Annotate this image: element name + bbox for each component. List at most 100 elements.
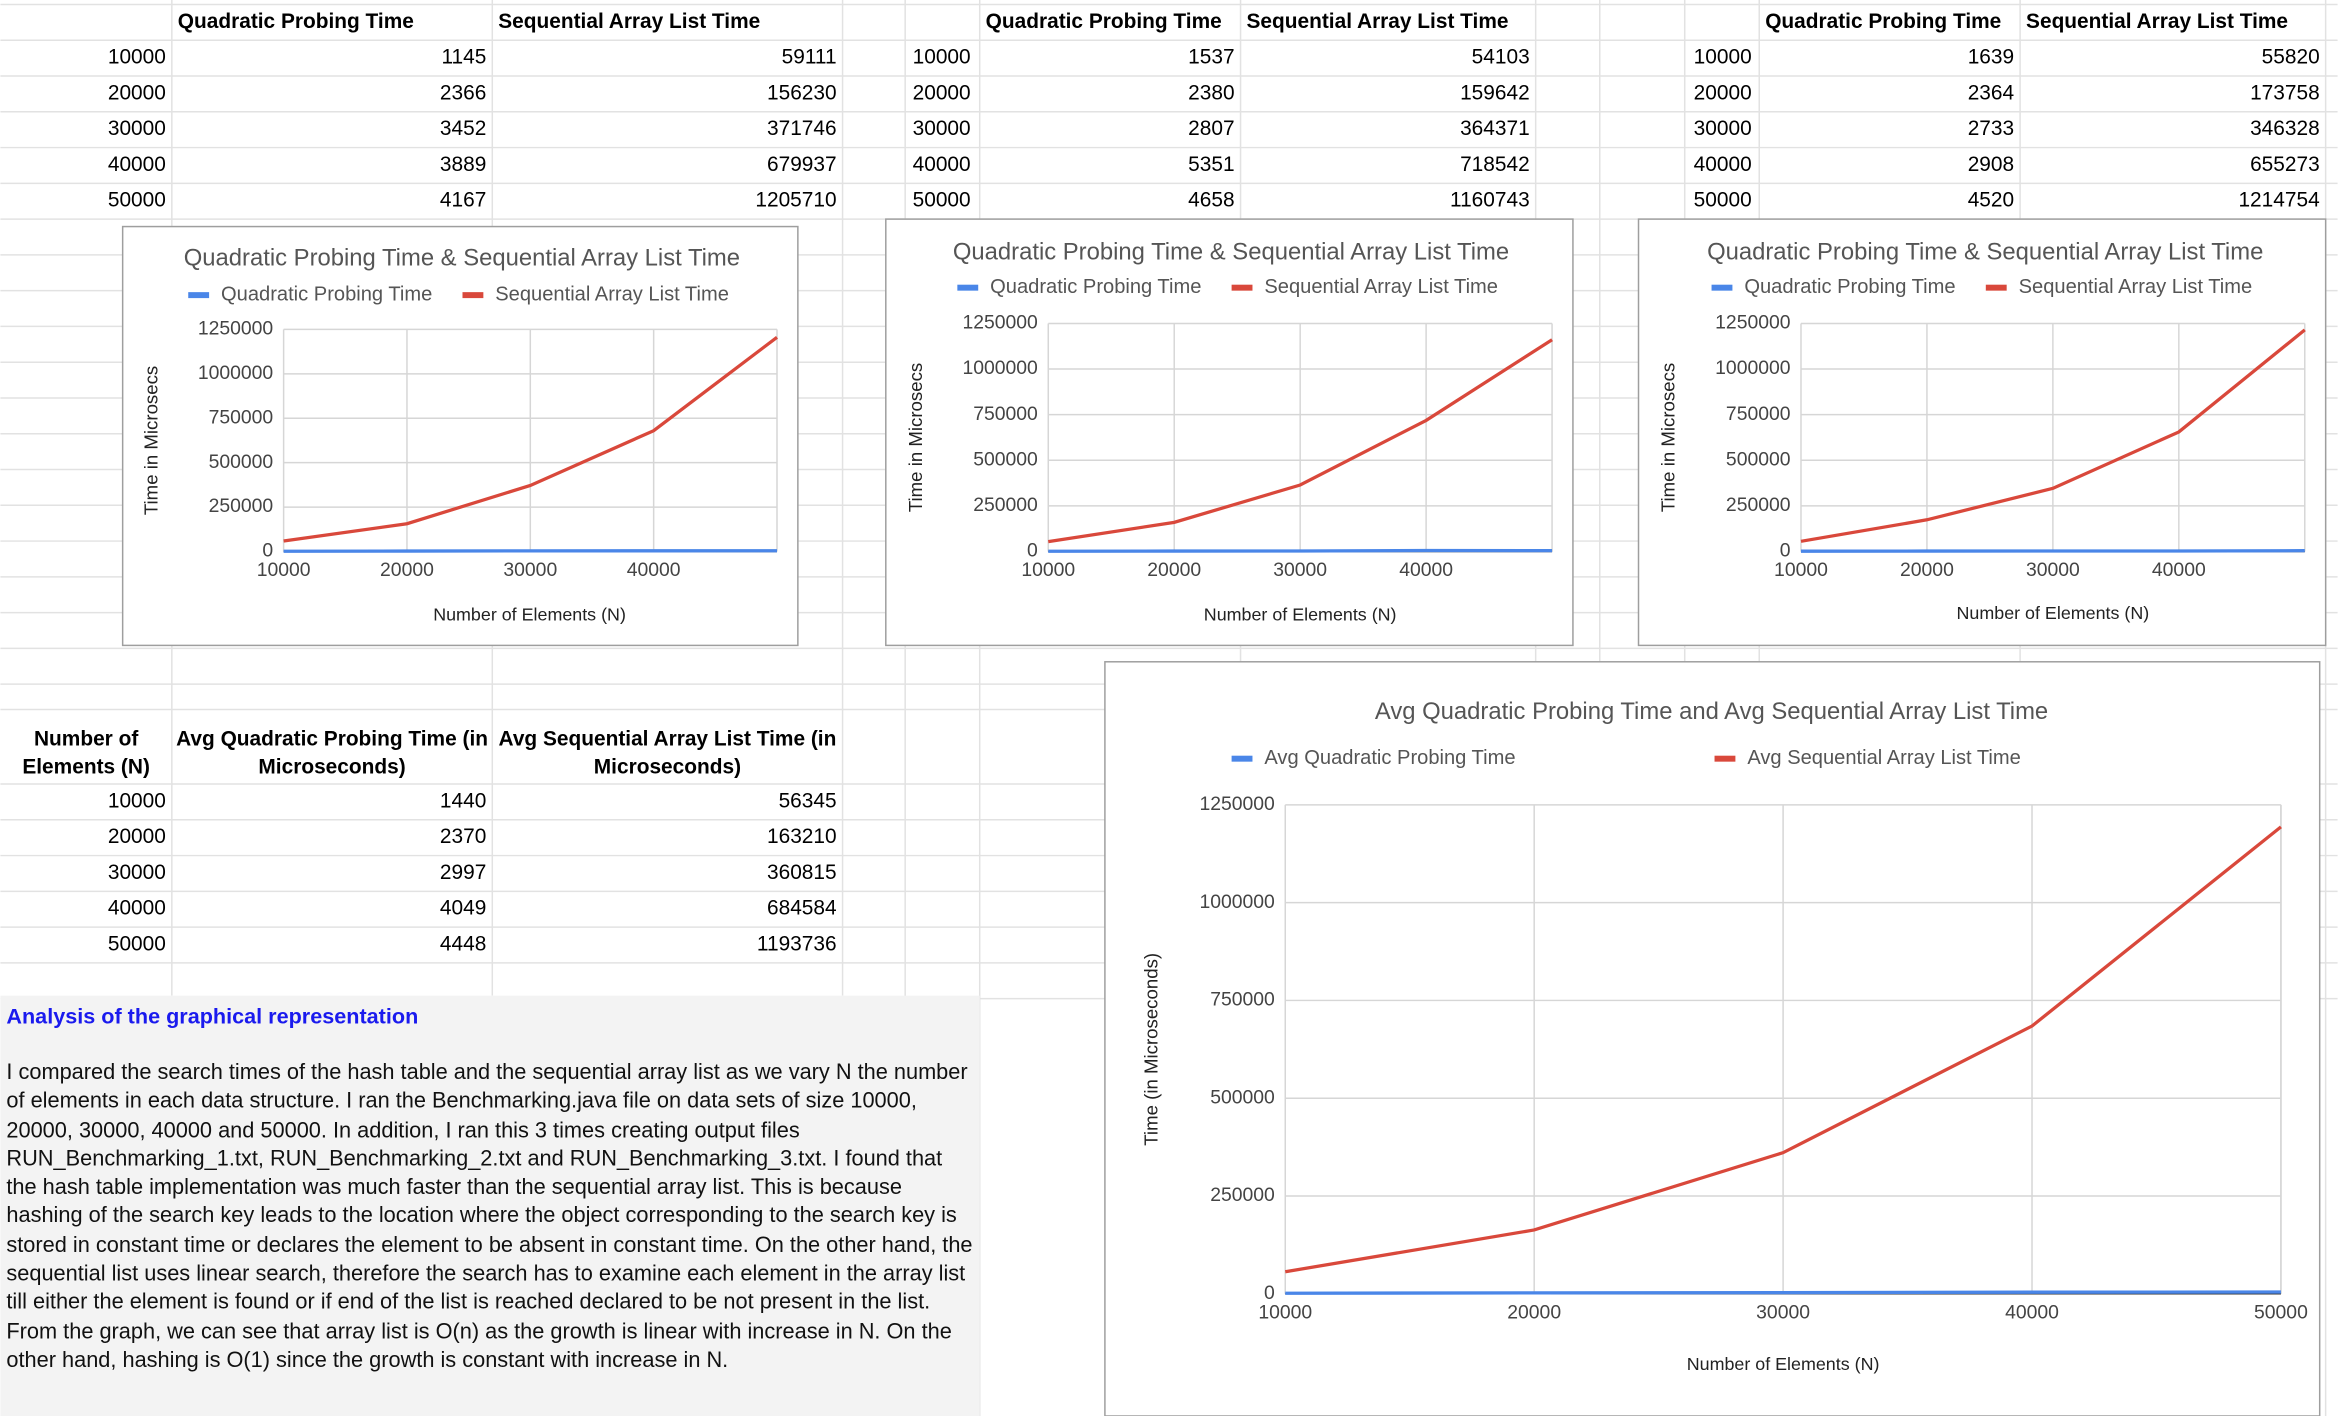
x-tick-label: 40000: [2152, 559, 2206, 581]
table-cell: 56345: [779, 789, 837, 812]
x-tick-label: 10000: [1258, 1301, 1312, 1323]
series-line: [1800, 328, 2306, 543]
table-cell: 173758: [2250, 81, 2320, 104]
y-tick-label: 0: [1264, 1282, 1275, 1304]
x-axis-label: Number of Elements (N): [1687, 1354, 1880, 1374]
chart-background: [121, 225, 799, 647]
row-label: 30000: [1694, 117, 1752, 140]
x-tick-label: 30000: [1756, 1301, 1810, 1323]
legend-label: Sequential Array List Time: [1264, 276, 1498, 298]
table-cell: 1639: [1968, 46, 2014, 69]
column-header: Sequential Array List Time: [1247, 10, 1509, 33]
y-tick-label: 750000: [209, 406, 274, 428]
x-tick-label: 40000: [2005, 1301, 2059, 1323]
legend-swatch: [1231, 284, 1253, 291]
y-tick-label: 750000: [1210, 989, 1275, 1011]
table-cell: 55820: [2262, 46, 2320, 69]
row-label: 40000: [108, 153, 166, 176]
legend-label: Sequential Array List Time: [495, 283, 729, 305]
table-cell: 1145: [441, 46, 486, 69]
table-cell: 360815: [767, 861, 837, 884]
y-axis-label: Time in Microsecs: [905, 363, 926, 512]
table-cell: 1160743: [1450, 189, 1530, 212]
y-tick-label: 750000: [973, 403, 1038, 425]
table-cell: 2807: [1188, 117, 1234, 140]
y-tick-label: 1000000: [1715, 357, 1791, 379]
legend-label: Quadratic Probing Time: [221, 283, 432, 305]
row-label: 30000: [913, 117, 971, 140]
y-tick-label: 750000: [1726, 403, 1791, 425]
legend-label: Quadratic Probing Time: [990, 276, 1201, 298]
y-tick-label: 0: [262, 540, 273, 562]
table-cell: 364371: [1460, 117, 1530, 140]
y-tick-label: 1000000: [1199, 891, 1275, 913]
y-tick-label: 1250000: [1199, 793, 1275, 815]
chart-background: [885, 218, 1574, 647]
table-cell: 4167: [440, 189, 486, 212]
analysis-title: Analysis of the graphical representation: [6, 1004, 418, 1029]
row-label: 20000: [108, 825, 166, 848]
row-label: 10000: [108, 789, 166, 812]
chart-title: Quadratic Probing Time & Sequential Arra…: [953, 239, 1509, 266]
x-tick-label: 20000: [380, 559, 434, 581]
legend-label: Quadratic Probing Time: [1744, 276, 1955, 298]
analysis-text-box: I compared the search times of the hash …: [6, 1061, 972, 1372]
y-axis-label: Time in Microsecs: [140, 366, 161, 515]
column-header: Quadratic Probing Time: [1765, 10, 2001, 33]
row-label: 40000: [1694, 153, 1752, 176]
table-cell: 655273: [2250, 153, 2320, 176]
table-cell: 684584: [767, 897, 837, 920]
column-header: Avg Sequential Array List Time (in Micro…: [498, 725, 837, 779]
legend-label: Avg Sequential Array List Time: [1747, 747, 2020, 769]
column-header: Quadratic Probing Time: [986, 10, 1222, 33]
row-label: 20000: [913, 81, 971, 104]
row-label: 30000: [108, 117, 166, 140]
table-cell: 163210: [767, 825, 837, 848]
y-tick-label: 500000: [1210, 1086, 1275, 1108]
x-axis-label: Number of Elements (N): [433, 604, 626, 624]
legend-swatch: [957, 284, 979, 291]
x-tick-label: 50000: [2254, 1301, 2308, 1323]
y-tick-label: 1250000: [962, 312, 1038, 334]
row-label: 20000: [108, 81, 166, 104]
row-label: 50000: [913, 189, 971, 212]
table-cell: 371746: [767, 117, 837, 140]
table-cell: 159642: [1460, 81, 1530, 104]
x-axis-label: Number of Elements (N): [1957, 603, 2150, 623]
row-label: 30000: [108, 861, 166, 884]
x-tick-label: 30000: [2026, 559, 2080, 581]
table-cell: 1537: [1188, 46, 1234, 69]
table-cell: 4049: [440, 897, 486, 920]
y-tick-label: 1000000: [198, 362, 274, 384]
series-line: [1285, 1290, 2281, 1295]
column-header: Sequential Array List Time: [2026, 10, 2288, 33]
series-line: [1048, 338, 1553, 544]
y-axis-label: Time in Microsecs: [1658, 363, 1679, 512]
table-cell: 2908: [1968, 153, 2014, 176]
y-tick-label: 500000: [973, 448, 1038, 470]
y-tick-label: 1250000: [198, 318, 274, 340]
y-tick-label: 1000000: [962, 357, 1038, 379]
y-tick-label: 0: [1027, 540, 1038, 562]
legend-swatch: [462, 292, 484, 299]
y-tick-label: 500000: [209, 451, 274, 473]
column-header: Sequential Array List Time: [498, 10, 760, 33]
table-cell: 54103: [1472, 46, 1530, 69]
chart-title: Quadratic Probing Time & Sequential Arra…: [1707, 239, 2263, 266]
table-cell: 2733: [1968, 117, 2014, 140]
legend-swatch: [1714, 755, 1736, 762]
row-label: 50000: [108, 933, 166, 956]
row-label: 40000: [913, 153, 971, 176]
table-cell: 2370: [440, 825, 486, 848]
series-line: [1284, 825, 2282, 1274]
legend-swatch: [188, 292, 210, 299]
table-cell: 1205710: [755, 189, 836, 212]
x-tick-label: 40000: [1399, 559, 1453, 581]
column-header-box: Avg Quadratic Probing Time (in Microseco…: [176, 726, 488, 778]
y-tick-label: 500000: [1726, 448, 1791, 470]
y-axis-label: Time (in Microseconds): [1141, 953, 1162, 1146]
table-cell: 2380: [1188, 81, 1234, 104]
chart-title: Quadratic Probing Time & Sequential Arra…: [184, 245, 740, 272]
analysis-background: [0, 995, 980, 1416]
